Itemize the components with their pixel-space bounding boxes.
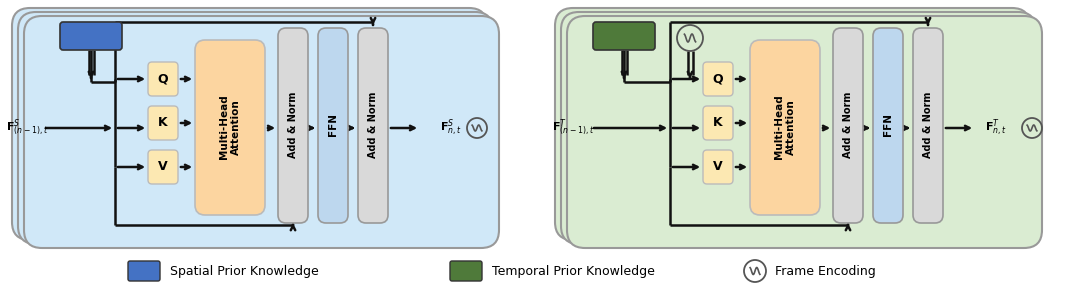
FancyBboxPatch shape xyxy=(18,12,492,244)
Text: Q: Q xyxy=(158,72,168,86)
Text: $\mathbf{F}^{S}_{(n-1),t}$: $\mathbf{F}^{S}_{(n-1),t}$ xyxy=(5,118,49,138)
Text: Add & Norm: Add & Norm xyxy=(923,92,933,158)
Text: V: V xyxy=(713,161,723,173)
Text: Multi-Head
Attention: Multi-Head Attention xyxy=(219,94,241,159)
FancyBboxPatch shape xyxy=(913,28,943,223)
FancyBboxPatch shape xyxy=(357,28,388,223)
Text: Q: Q xyxy=(713,72,724,86)
Text: $\mathbf{F}^{T}_{n,t}$: $\mathbf{F}^{T}_{n,t}$ xyxy=(985,118,1007,138)
FancyBboxPatch shape xyxy=(129,261,160,281)
Text: Add & Norm: Add & Norm xyxy=(288,92,298,158)
Text: $\mathbf{F}^{T}_{(n-1),t}$: $\mathbf{F}^{T}_{(n-1),t}$ xyxy=(552,118,594,138)
Text: K: K xyxy=(158,117,167,129)
FancyBboxPatch shape xyxy=(703,62,733,96)
Text: Temporal Prior Knowledge: Temporal Prior Knowledge xyxy=(492,265,654,277)
FancyBboxPatch shape xyxy=(12,8,487,240)
FancyBboxPatch shape xyxy=(703,150,733,184)
FancyBboxPatch shape xyxy=(450,261,482,281)
FancyBboxPatch shape xyxy=(593,22,654,50)
Text: $\mathbf{F}^{S}_{n,t}$: $\mathbf{F}^{S}_{n,t}$ xyxy=(440,118,462,138)
Text: V: V xyxy=(158,161,167,173)
Text: FFN: FFN xyxy=(328,114,338,137)
FancyBboxPatch shape xyxy=(195,40,265,215)
FancyBboxPatch shape xyxy=(148,62,178,96)
FancyBboxPatch shape xyxy=(567,16,1042,248)
Text: Add & Norm: Add & Norm xyxy=(843,92,853,158)
FancyBboxPatch shape xyxy=(148,150,178,184)
FancyBboxPatch shape xyxy=(318,28,348,223)
FancyBboxPatch shape xyxy=(750,40,820,215)
FancyBboxPatch shape xyxy=(148,106,178,140)
Text: Multi-Head
Attention: Multi-Head Attention xyxy=(774,94,796,159)
Text: Frame Encoding: Frame Encoding xyxy=(775,265,876,277)
Text: Add & Norm: Add & Norm xyxy=(368,92,378,158)
FancyBboxPatch shape xyxy=(561,12,1036,244)
FancyBboxPatch shape xyxy=(833,28,863,223)
Text: K: K xyxy=(713,117,723,129)
FancyBboxPatch shape xyxy=(555,8,1030,240)
FancyBboxPatch shape xyxy=(24,16,499,248)
FancyBboxPatch shape xyxy=(873,28,903,223)
Text: FFN: FFN xyxy=(883,114,893,137)
Text: Spatial Prior Knowledge: Spatial Prior Knowledge xyxy=(170,265,319,277)
FancyBboxPatch shape xyxy=(703,106,733,140)
FancyBboxPatch shape xyxy=(60,22,122,50)
FancyBboxPatch shape xyxy=(278,28,308,223)
